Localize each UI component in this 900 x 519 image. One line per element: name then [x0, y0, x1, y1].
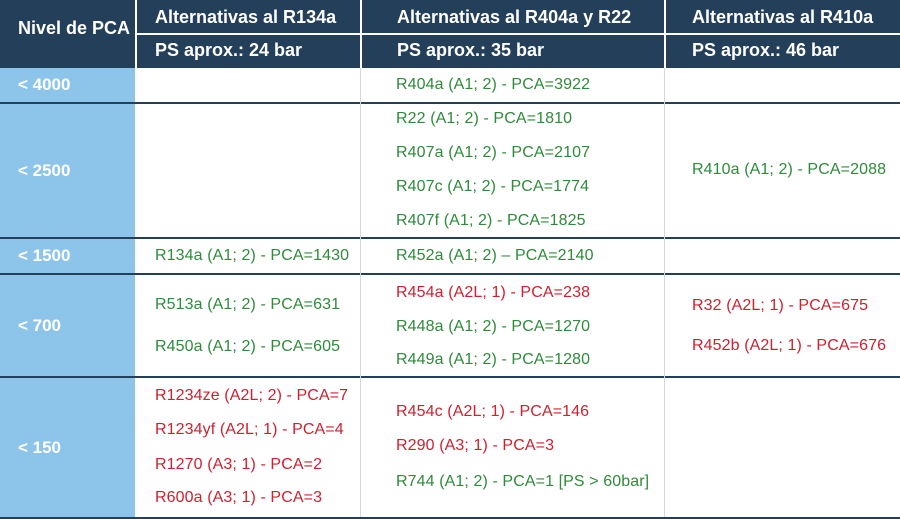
- refrigerant-entry: R600a (A3; 1) - PCA=3: [155, 489, 323, 506]
- header-separator: [664, 0, 666, 68]
- header-separator: [360, 0, 362, 68]
- header-divider: [362, 33, 664, 35]
- header-divider: [666, 33, 900, 35]
- refrigerant-entry: R513a (A1; 2) - PCA=631: [155, 296, 341, 313]
- refrigerant-entry: R1270 (A3; 1) - PCA=2: [155, 456, 323, 473]
- column-pressure: PS aprox.: 24 bar: [155, 40, 303, 60]
- refrigerant-entry: R452a (A1; 2) – PCA=2140: [396, 247, 594, 264]
- column-header-r410a: Alternativas al R410a PS aprox.: 46 bar: [666, 0, 900, 68]
- table-row: < 2500 R22 (A1; 2) - PCA=1810 R407a (A1;…: [0, 104, 900, 237]
- column-pressure: PS aprox.: 35 bar: [397, 40, 545, 60]
- level-label: < 1500: [18, 246, 71, 265]
- column-header-r404a-r22: Alternativas al R404a y R22 PS aprox.: 3…: [362, 0, 664, 68]
- row-divider: [0, 376, 900, 378]
- table-row: < 150 R1234ze (A2L; 2) - PCA=7 R1234yf (…: [0, 378, 900, 517]
- row-divider: [0, 273, 900, 275]
- level-cell: < 700: [0, 275, 135, 376]
- column-title: Alternativas al R134a: [155, 7, 337, 27]
- column-title: Alternativas al R404a y R22: [397, 7, 632, 27]
- table-header: Nivel de PCA Alternativas al R134a PS ap…: [0, 0, 900, 68]
- column-separator: [360, 68, 361, 517]
- level-label: < 4000: [18, 75, 71, 94]
- refrigerant-entry: R404a (A1; 2) - PCA=3922: [396, 76, 591, 93]
- refrigerant-entry: R134a (A1; 2) - PCA=1430: [155, 247, 350, 264]
- refrigerant-entry: R1234ze (A2L; 2) - PCA=7: [155, 387, 349, 404]
- refrigerant-entry: R744 (A1; 2) - PCA=1 [PS > 60bar]: [396, 473, 650, 490]
- row-divider: [0, 517, 900, 519]
- level-cell: < 150: [0, 378, 135, 517]
- level-cell: < 4000: [0, 68, 135, 102]
- header-divider: [137, 33, 360, 35]
- column-header-r134a: Alternativas al R134a PS aprox.: 24 bar: [137, 0, 360, 68]
- column-pressure: PS aprox.: 46 bar: [692, 40, 840, 60]
- refrigerant-entry: R32 (A2L; 1) - PCA=675: [692, 297, 869, 314]
- refrigerant-entry: R448a (A1; 2) - PCA=1270: [396, 318, 591, 335]
- level-cell: < 2500: [0, 104, 135, 237]
- refrigerant-entry: R449a (A1; 2) - PCA=1280: [396, 351, 591, 368]
- refrigerant-entry: R407f (A1; 2) - PCA=1825: [396, 212, 586, 229]
- column-title: Alternativas al R410a: [692, 7, 874, 27]
- refrigerant-entry: R454a (A2L; 1) - PCA=238: [396, 284, 591, 301]
- refrigerant-entry: R450a (A1; 2) - PCA=605: [155, 338, 341, 355]
- level-header-cell: Nivel de PCA: [0, 0, 135, 68]
- level-label: < 150: [18, 437, 62, 457]
- level-label: < 2500: [18, 160, 71, 180]
- header-separator: [135, 0, 137, 68]
- refrigerant-entry: R407a (A1; 2) - PCA=2107: [396, 144, 591, 161]
- level-header-label: Nivel de PCA: [18, 18, 131, 38]
- table-row: < 700 R513a (A1; 2) - PCA=631 R450a (A1;…: [0, 275, 900, 376]
- table-row: < 4000 R404a (A1; 2) - PCA=3922: [0, 68, 900, 102]
- row-divider: [0, 237, 900, 239]
- refrigerant-entry: R1234yf (A2L; 1) - PCA=4: [155, 421, 344, 438]
- refrigerant-entry: R290 (A3; 1) - PCA=3: [396, 437, 555, 454]
- level-label: < 700: [18, 315, 62, 335]
- column-separator: [664, 68, 665, 517]
- level-cell: < 1500: [0, 239, 135, 273]
- refrigerant-entry: R407c (A1; 2) - PCA=1774: [396, 178, 590, 195]
- refrigerant-entry: R452b (A2L; 1) - PCA=676: [692, 337, 887, 354]
- row-divider: [0, 102, 900, 104]
- refrigerant-entry: R454c (A2L; 1) - PCA=146: [396, 403, 590, 420]
- refrigerant-entry: R22 (A1; 2) - PCA=1810: [396, 110, 573, 127]
- refrigerant-entry: R410a (A1; 2) - PCA=2088: [692, 161, 887, 178]
- table-row: < 1500 R134a (A1; 2) - PCA=1430 R452a (A…: [0, 239, 900, 273]
